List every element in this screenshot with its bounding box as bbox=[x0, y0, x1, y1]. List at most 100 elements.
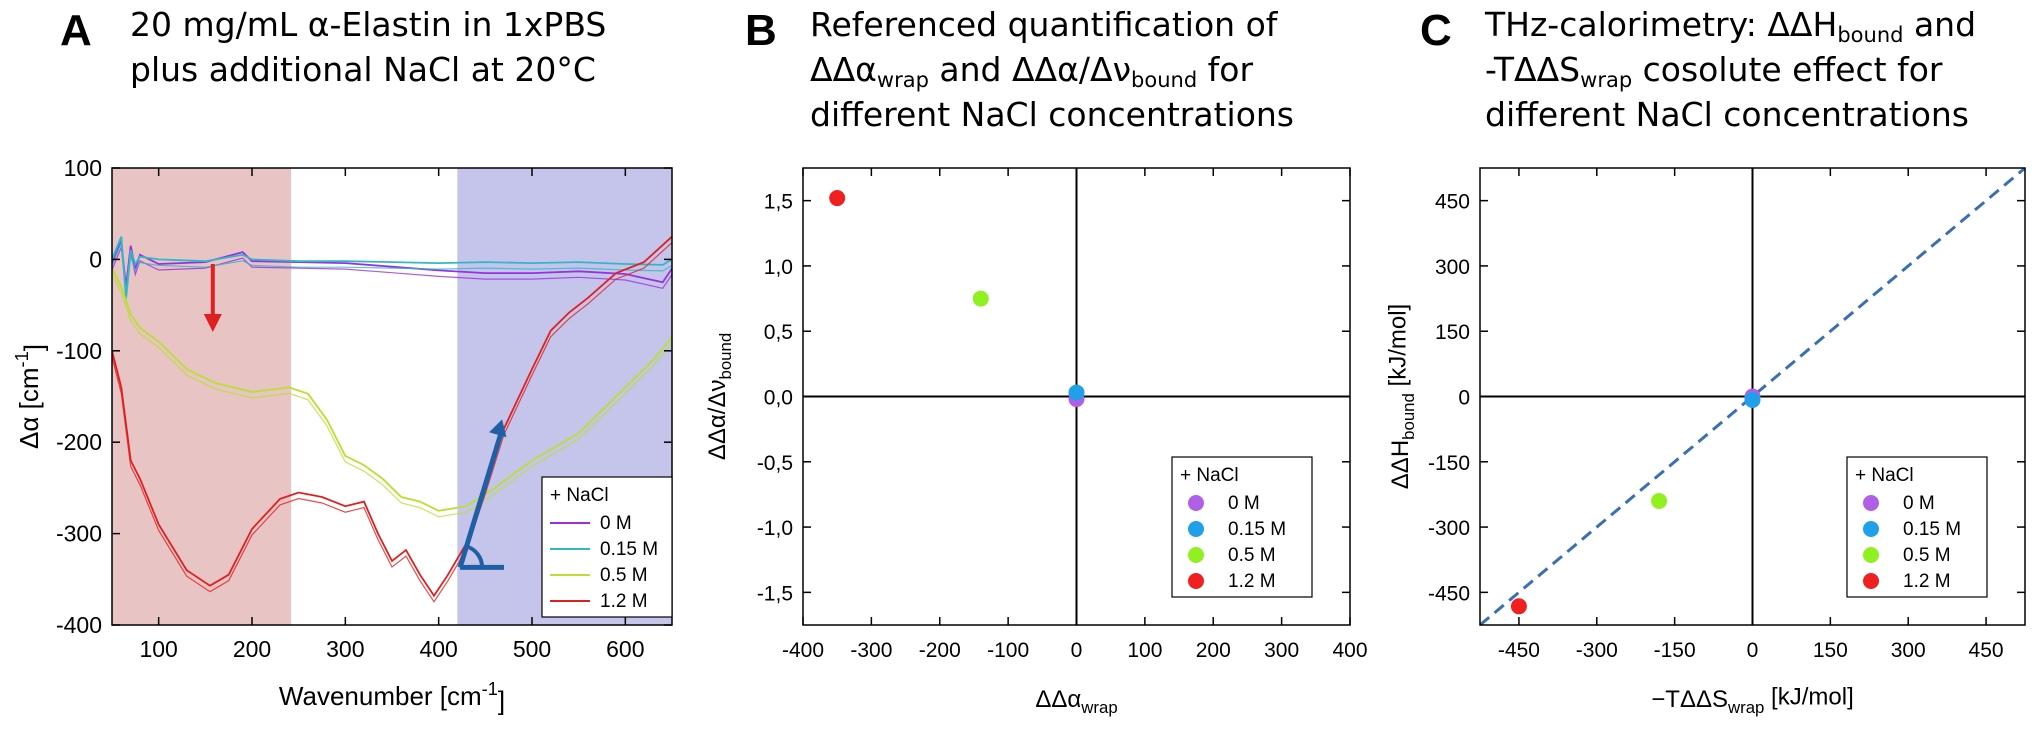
angle-arrow-head bbox=[489, 419, 507, 438]
legend-swatch bbox=[1863, 521, 1879, 537]
series-line-0-15-M bbox=[112, 236, 672, 297]
x-tick-label: 150 bbox=[1813, 639, 1848, 662]
y-tick-label: -100 bbox=[56, 338, 102, 364]
y-tick-label: 1,0 bbox=[764, 256, 793, 279]
series-line-replicate bbox=[112, 274, 672, 518]
y-tick-label: -300 bbox=[1428, 517, 1470, 540]
panel-c-title: THz-calorimetry: ΔΔHbound and -TΔΔSwrap c… bbox=[1485, 2, 1976, 137]
y-tick-label: -0,5 bbox=[757, 452, 793, 475]
legend-swatch bbox=[1188, 547, 1204, 563]
data-point bbox=[1651, 492, 1668, 509]
x-tick-label: 300 bbox=[326, 636, 364, 662]
y-tick-label: 0 bbox=[1458, 387, 1470, 410]
y-tick-label: -400 bbox=[56, 612, 102, 638]
data-point bbox=[829, 190, 846, 207]
legend-label: 1.2 M bbox=[1228, 571, 1276, 592]
y-tick-label: -300 bbox=[56, 521, 102, 547]
legend-label: 0.5 M bbox=[1228, 545, 1276, 566]
data-point bbox=[972, 290, 989, 307]
legend-swatch bbox=[1188, 573, 1204, 589]
x-tick-label: -400 bbox=[782, 639, 824, 662]
legend-label: 0 M bbox=[1903, 493, 1935, 514]
legend-title: + NaCl bbox=[1180, 465, 1239, 486]
x-tick-label: 200 bbox=[233, 636, 271, 662]
legend-title: + NaCl bbox=[1855, 465, 1914, 486]
panel-a-title: 20 mg/mL α-Elastin in 1xPBS plus addition… bbox=[130, 2, 606, 92]
legend-label: 0 M bbox=[600, 513, 632, 534]
y-tick-label: 0 bbox=[89, 246, 102, 272]
x-tick-label: -100 bbox=[987, 639, 1029, 662]
title-line: 20 mg/mL α-Elastin in 1xPBS bbox=[130, 5, 607, 44]
x-axis-label: Wavenumber [cm-1] bbox=[279, 679, 505, 715]
panel-a-letter: A bbox=[60, 6, 92, 55]
legend-label: 1.2 M bbox=[1903, 571, 1951, 592]
x-tick-label: 300 bbox=[1891, 639, 1926, 662]
series-line-0-M bbox=[112, 240, 672, 287]
y-tick-label: 150 bbox=[1435, 321, 1470, 344]
y-axis-label: ΔΔHbound [kJ/mol] bbox=[1384, 304, 1417, 489]
series-line-replicate bbox=[112, 242, 672, 303]
series-line-1-2-M bbox=[112, 235, 672, 598]
down-arrow-head bbox=[203, 313, 222, 332]
legend-title: + NaCl bbox=[550, 485, 609, 506]
legend-label: 0 M bbox=[1228, 493, 1260, 514]
x-tick-label: -300 bbox=[850, 639, 892, 662]
title-line: ΔΔαwrap and ΔΔα/Δνbound for bbox=[810, 50, 1254, 92]
legend-label: 0.15 M bbox=[600, 539, 658, 560]
x-tick-label: -450 bbox=[1498, 639, 1540, 662]
x-tick-label: -150 bbox=[1654, 639, 1696, 662]
series-line-replicate bbox=[112, 246, 672, 293]
diagonal-reference-line bbox=[1480, 168, 2025, 625]
title-line: Referenced quantification of bbox=[810, 5, 1278, 44]
chart-panel-a: 100 200 300 400 500 600 -400 -300 -200 -100 0 100 Wa… bbox=[12, 155, 673, 715]
panel-c-letter: C bbox=[1420, 6, 1452, 55]
x-axis-label: −TΔΔSwrap [kJ/mol] bbox=[1651, 683, 1853, 716]
legend-label: 0.15 M bbox=[1903, 519, 1961, 540]
y-tick-label: 450 bbox=[1435, 191, 1470, 214]
y-tick-label: 100 bbox=[64, 155, 102, 181]
series-line-0-5-M bbox=[112, 268, 672, 512]
legend-swatch bbox=[1188, 495, 1204, 511]
legend-swatch bbox=[1863, 547, 1879, 563]
x-tick-label: 100 bbox=[1127, 639, 1162, 662]
y-tick-label: -1,0 bbox=[757, 517, 793, 540]
x-axis-label: ΔΔαwrap bbox=[1035, 686, 1117, 717]
x-tick-label: 100 bbox=[139, 636, 177, 662]
chart-panel-b: -400 -300 -200 -100 0 100 200 300 400 -1,5 -1,0 -0,… bbox=[704, 167, 1368, 717]
panel-b-letter: B bbox=[745, 6, 777, 55]
legend: + NaCl 0 M 0.15 M 0.5 M 1.2 M bbox=[1171, 456, 1313, 598]
y-axis-label: ΔΔα/Δνbound bbox=[704, 333, 735, 460]
x-tick-label: -300 bbox=[1576, 639, 1618, 662]
y-tick-label: 0,0 bbox=[764, 387, 793, 410]
x-tick-label: 200 bbox=[1196, 639, 1231, 662]
title-line: plus additional NaCl at 20°C bbox=[130, 50, 596, 89]
plot-frame bbox=[111, 167, 673, 626]
legend: + NaCl 0 M 0.15 M 0.5 M 1.2 M bbox=[541, 476, 673, 618]
y-tick-label: 1,5 bbox=[764, 191, 793, 214]
angle-arc bbox=[465, 544, 485, 568]
x-tick-label: 500 bbox=[513, 636, 551, 662]
y-tick-label: -450 bbox=[1428, 582, 1470, 605]
y-axis-label: Δα [cm-1] bbox=[12, 344, 48, 449]
y-tick-label: -200 bbox=[56, 429, 102, 455]
legend-label: 0.5 M bbox=[1903, 545, 1951, 566]
legend-swatch bbox=[1863, 573, 1879, 589]
title-line: -TΔΔSwrap cosolute effect for bbox=[1485, 50, 1943, 92]
legend-swatch bbox=[1863, 495, 1879, 511]
title-line: different NaCl concentrations bbox=[810, 95, 1294, 134]
x-tick-label: 400 bbox=[1332, 639, 1367, 662]
x-tick-label: 450 bbox=[1969, 639, 2004, 662]
legend: + NaCl 0 M 0.15 M 0.5 M 1.2 M bbox=[1846, 456, 1988, 598]
title-line: THz-calorimetry: ΔΔHbound and bbox=[1485, 5, 1977, 47]
title-line: different NaCl concentrations bbox=[1485, 95, 1969, 134]
legend-label: 0.15 M bbox=[1228, 519, 1286, 540]
legend-label: 1.2 M bbox=[600, 591, 648, 612]
data-point bbox=[1744, 391, 1761, 408]
x-tick-label: 300 bbox=[1264, 639, 1299, 662]
legend-label: 0.5 M bbox=[600, 565, 648, 586]
data-point bbox=[1510, 598, 1527, 615]
y-tick-label: -1,5 bbox=[757, 582, 793, 605]
x-tick-label: 600 bbox=[606, 636, 644, 662]
chart-panel-c: -450 -300 -150 0 150 300 450 -450 -300 -150 0 150 30… bbox=[1384, 167, 2026, 717]
